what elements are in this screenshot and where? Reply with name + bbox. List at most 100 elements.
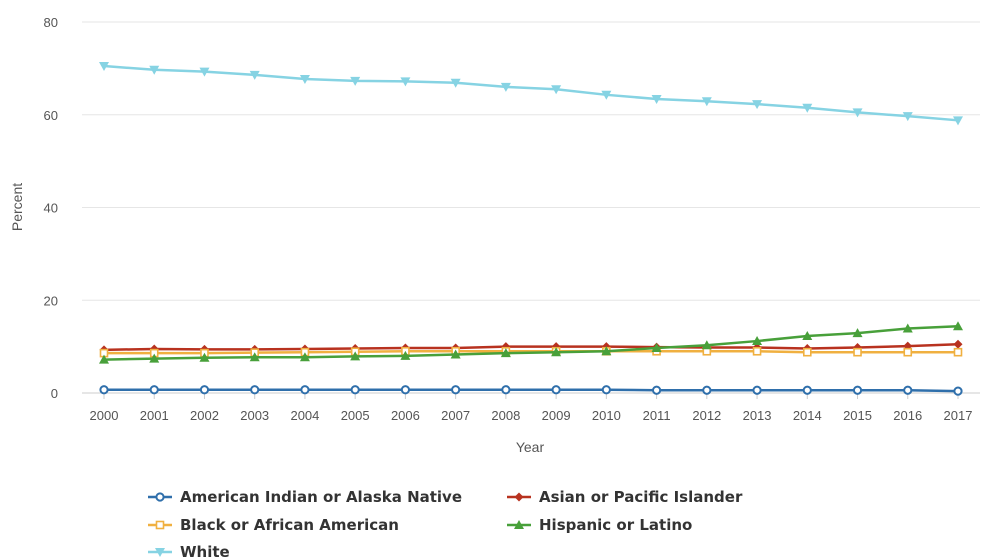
data-point (500, 348, 511, 358)
data-point (701, 97, 712, 107)
data-point (651, 343, 662, 353)
data-point (400, 77, 411, 87)
legend-label: Asian or Pacific Islander (539, 488, 743, 506)
x-tick-label: 2002 (190, 408, 219, 423)
data-point (551, 385, 561, 395)
y-tick-label: 80 (44, 15, 58, 30)
legend-item[interactable]: Hispanic or Latino (507, 516, 692, 534)
data-point (350, 76, 361, 86)
data-point (752, 346, 762, 356)
data-point (601, 90, 612, 100)
data-point (852, 108, 863, 118)
data-point (400, 385, 411, 395)
data-point (501, 385, 511, 395)
y-axis-title: Percent (9, 183, 25, 231)
data-point (99, 354, 109, 364)
data-point (199, 352, 210, 362)
data-point (601, 385, 611, 395)
series-5 (99, 62, 963, 126)
series-line (103, 343, 959, 352)
data-point (802, 347, 812, 357)
data-point (400, 350, 411, 360)
gridlines (82, 21, 980, 301)
x-tick-label: 2004 (290, 408, 319, 423)
y-tick-label: 60 (44, 108, 58, 123)
data-point (852, 328, 863, 338)
data-point (752, 100, 763, 110)
legend-label: Black or African American (180, 516, 399, 534)
series-line (104, 350, 958, 355)
data-point (250, 385, 260, 395)
series-group (99, 62, 963, 396)
data-point (601, 346, 612, 356)
series-4 (99, 321, 963, 364)
legend-item[interactable]: Black or African American (148, 516, 399, 534)
data-point (551, 347, 562, 357)
legend-item[interactable]: White (148, 543, 230, 560)
x-tick-label: 2003 (240, 408, 269, 423)
data-point (953, 116, 963, 126)
data-point (802, 385, 812, 395)
x-tick-label: 2012 (692, 408, 721, 423)
x-tick-label: 2014 (793, 408, 822, 423)
data-point (149, 385, 159, 395)
x-tick-label: 2001 (140, 408, 169, 423)
legend-item[interactable]: Asian or Pacific Islander (507, 488, 743, 506)
data-point (249, 70, 260, 80)
data-point (299, 352, 310, 362)
series-line (103, 64, 959, 122)
series-1 (99, 385, 963, 396)
data-point (450, 78, 461, 88)
legend-label: White (180, 543, 230, 560)
data-point (350, 385, 360, 395)
y-axis-ticks: 0 20 40 60 80 (44, 15, 58, 401)
data-point (702, 385, 712, 395)
x-tick-label: 2000 (90, 408, 119, 423)
y-tick-label: 40 (44, 201, 58, 216)
data-point (903, 347, 913, 357)
series-line (103, 324, 959, 361)
data-point (199, 67, 210, 77)
data-point (853, 347, 862, 357)
data-point (149, 65, 160, 75)
data-point (199, 385, 210, 395)
data-point (953, 339, 963, 349)
legend-marker (514, 492, 524, 502)
data-point (451, 385, 461, 395)
legend-item[interactable]: American Indian or Alaska Native (148, 488, 462, 506)
data-point (350, 351, 361, 361)
legend-marker (155, 492, 165, 502)
y-tick-label: 0 (51, 386, 58, 401)
data-point (902, 112, 913, 122)
data-point (802, 103, 813, 113)
data-point (651, 94, 662, 104)
data-point (300, 385, 310, 395)
data-point (450, 349, 461, 359)
y-tick-label: 20 (44, 293, 58, 308)
data-point (752, 336, 763, 346)
x-axis-ticks: 2000 2001 2002 2003 2004 2005 2006 2007 2008 2009… (90, 393, 973, 423)
x-tick-label: 2017 (944, 408, 973, 423)
legend: American Indian or Alaska Native Asian or… (148, 488, 743, 560)
data-point (99, 385, 109, 395)
x-tick-label: 2016 (893, 408, 922, 423)
x-tick-label: 2009 (542, 408, 571, 423)
x-tick-label: 2010 (592, 408, 621, 423)
x-tick-label: 2008 (491, 408, 520, 423)
data-point (902, 323, 913, 333)
legend-marker (514, 520, 524, 529)
legend-label: American Indian or Alaska Native (180, 488, 462, 506)
x-tick-label: 2015 (843, 408, 872, 423)
data-point (651, 385, 662, 395)
data-point (249, 352, 260, 362)
legend-marker (155, 520, 165, 530)
data-point (953, 386, 963, 396)
x-axis-title: Year (516, 439, 545, 455)
x-tick-label: 2006 (391, 408, 420, 423)
data-point (903, 385, 913, 395)
data-point (953, 347, 963, 357)
data-point (299, 75, 310, 85)
data-point (752, 385, 762, 395)
data-point (953, 321, 963, 331)
